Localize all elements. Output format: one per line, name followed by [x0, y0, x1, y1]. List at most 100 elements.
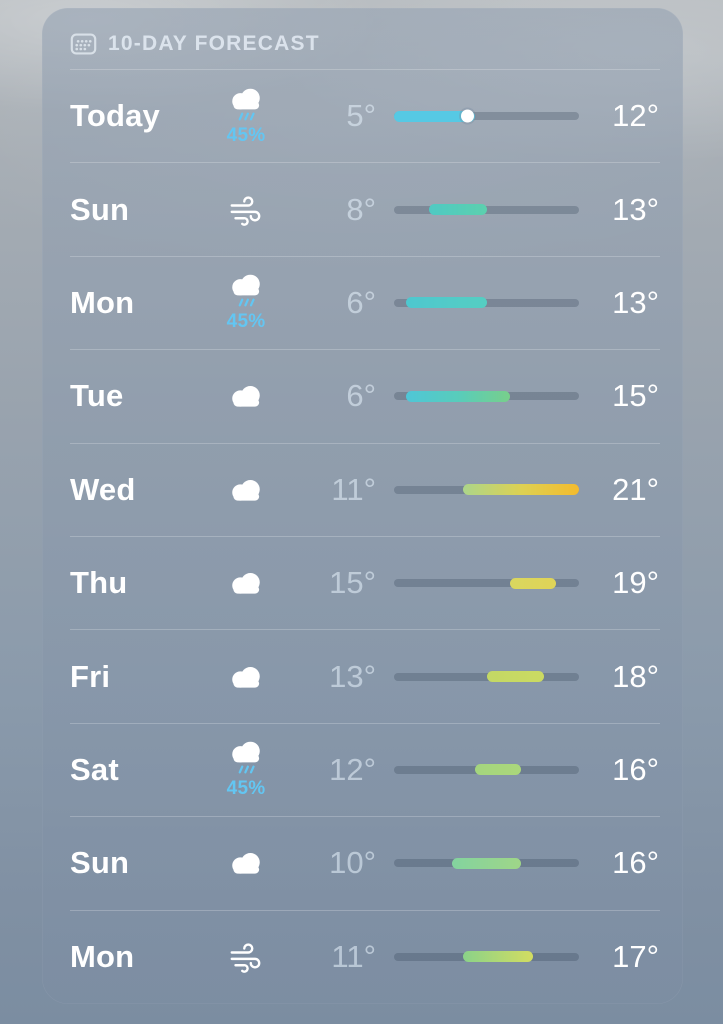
temp-range-barwrap	[394, 671, 579, 683]
high-temp: 15°	[612, 378, 659, 414]
temp-range-bar	[394, 577, 579, 589]
temp-range-fill	[463, 484, 579, 496]
weather-icon-cell	[198, 941, 294, 973]
temp-range-fill	[486, 671, 545, 683]
cloud-icon	[232, 386, 260, 407]
temp-range-bar	[394, 484, 579, 496]
precip-chance: 45%	[226, 778, 266, 800]
forecast-row[interactable]: Sun 8° 13°	[42, 163, 683, 255]
row-divider	[70, 816, 660, 818]
row-divider	[70, 442, 660, 444]
temp-range-fill	[474, 764, 522, 776]
day-label: Fri	[70, 658, 111, 694]
cloud-icon	[232, 853, 260, 874]
weather-icon-cell	[198, 476, 294, 504]
temp-range-bar	[394, 297, 579, 309]
high-temp: 19°	[612, 565, 659, 601]
forecast-title: 10-DAY FORECAST	[108, 32, 320, 55]
day-label: Mon	[70, 284, 135, 320]
temp-range-barwrap	[394, 109, 579, 123]
low-temp: 5°	[346, 98, 376, 134]
day-label: Thu	[70, 565, 128, 601]
temp-range-fill	[428, 204, 487, 216]
rain-cloud-icon	[232, 742, 260, 774]
low-temp: 11°	[331, 938, 376, 974]
day-label: Sun	[70, 191, 130, 227]
cloud-icon	[232, 573, 260, 594]
day-label: Sun	[70, 845, 130, 881]
low-temp: 11°	[331, 471, 376, 507]
cloud-icon	[232, 666, 260, 688]
forecast-row[interactable]: Wed 11° 21°	[42, 444, 683, 536]
low-temp: 15°	[329, 565, 376, 601]
day-label: Mon	[70, 938, 135, 974]
ten-day-forecast-card: 10-DAY FORECAST Today 45% 5° 12° Sun 8° …	[42, 8, 683, 1004]
weather-icon-cell: 45%	[198, 88, 294, 145]
temp-range-fill	[451, 857, 522, 869]
row-divider	[70, 349, 660, 351]
weather-icon-cell: 45%	[198, 741, 294, 798]
high-temp: 18°	[612, 658, 659, 694]
high-temp: 17°	[612, 938, 659, 974]
row-divider	[70, 722, 660, 724]
high-temp: 12°	[612, 98, 659, 134]
cloud-icon	[232, 479, 260, 501]
row-divider	[70, 162, 660, 164]
temp-range-barwrap	[394, 764, 579, 776]
day-label: Tue	[70, 378, 124, 414]
temp-range-bar	[394, 857, 579, 869]
temp-range-fill	[463, 951, 533, 963]
calendar-icon	[70, 33, 97, 55]
high-temp: 13°	[612, 284, 659, 320]
forecast-header: 10-DAY FORECAST	[42, 8, 683, 69]
forecast-row[interactable]: Today 45% 5° 12°	[42, 70, 683, 162]
day-label: Wed	[70, 471, 136, 507]
row-divider	[70, 535, 660, 537]
forecast-row[interactable]: Sat 45% 12° 16°	[42, 724, 683, 816]
temp-range-barwrap	[394, 857, 579, 869]
temp-range-barwrap	[394, 951, 579, 963]
temp-range-bar	[394, 764, 579, 776]
rain-cloud-icon	[232, 88, 260, 121]
weather-icon-cell	[198, 663, 294, 691]
wind-icon	[230, 943, 261, 973]
temp-range-barwrap	[394, 577, 579, 589]
temp-range-fill	[394, 110, 475, 122]
weather-icon-cell	[198, 194, 294, 226]
temp-range-barwrap	[394, 484, 579, 496]
forecast-row[interactable]: Tue 6° 15°	[42, 350, 683, 442]
low-temp: 13°	[329, 658, 376, 694]
day-label: Sat	[70, 751, 119, 787]
temp-range-bar	[394, 671, 579, 683]
temp-range-bar	[394, 109, 579, 123]
wind-icon	[230, 195, 261, 226]
temp-range-fill	[509, 577, 556, 589]
row-divider	[70, 255, 660, 257]
header-divider	[70, 69, 660, 70]
temp-range-bar	[394, 204, 579, 216]
precip-chance: 45%	[226, 124, 266, 146]
temp-range-fill	[405, 297, 487, 309]
weather-icon-cell	[198, 382, 294, 410]
forecast-row[interactable]: Mon 11° 17°	[42, 911, 683, 1003]
temp-range-barwrap	[394, 204, 579, 216]
forecast-list: Today 45% 5° 12° Sun 8° 13° Mon 45% 6°	[42, 70, 683, 1003]
weather-icon-cell	[198, 569, 294, 597]
high-temp: 16°	[612, 845, 659, 881]
temp-range-barwrap	[394, 390, 579, 402]
day-label: Today	[70, 98, 160, 134]
temp-range-barwrap	[394, 297, 579, 309]
forecast-row[interactable]: Sun 10° 16°	[42, 817, 683, 909]
low-temp: 8°	[346, 191, 376, 227]
rain-cloud-icon	[232, 275, 260, 307]
forecast-row[interactable]: Fri 13° 18°	[42, 630, 683, 722]
high-temp: 16°	[612, 751, 659, 787]
row-divider	[70, 909, 660, 911]
current-temp-dot	[460, 109, 474, 123]
forecast-row[interactable]: Mon 45% 6° 13°	[42, 257, 683, 349]
forecast-row[interactable]: Thu 15° 19°	[42, 537, 683, 629]
high-temp: 13°	[612, 191, 659, 227]
low-temp: 6°	[346, 378, 376, 414]
precip-chance: 45%	[226, 311, 266, 333]
temp-range-fill	[405, 390, 510, 402]
